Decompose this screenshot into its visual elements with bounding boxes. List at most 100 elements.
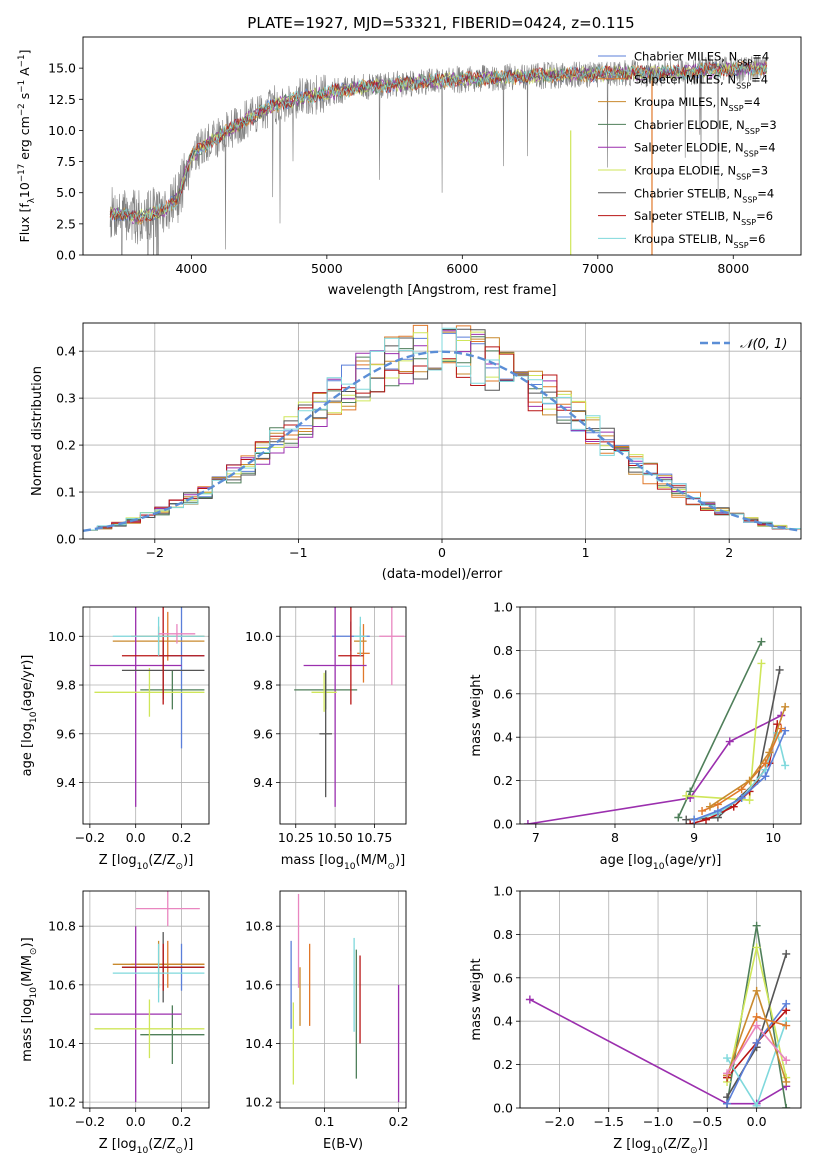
plot-area [294, 607, 405, 807]
axes-frame [82, 322, 802, 540]
x-tick-label: 0.2 [172, 830, 192, 845]
y-tick-label: 10.2 [48, 1095, 76, 1110]
chart-massweight-vs-Z: −2.0 −1.5 −1.0 −0.5 0.0 0.0 0.2 0.4 0.6 0.8 1.0 Z [… [469, 884, 802, 1156]
y-tick-label: 9.8 [253, 678, 273, 693]
axes-frame [519, 890, 802, 1109]
plot-area [523, 637, 790, 824]
x-tick-label: 0.2 [389, 1114, 409, 1129]
mass-weight-point [782, 1077, 791, 1086]
mass-weight-point [723, 1054, 732, 1063]
mass-weight-point [745, 776, 754, 785]
y-axis-label: mass [log10(M/M⊙)] [20, 937, 39, 1061]
legend-entry: Salpeter MILES, NSSP=4 [634, 72, 768, 90]
legend-entry: Kroupa MILES, NSSP=4 [634, 95, 760, 113]
x-axis-label: age [log10(age/yr)] [600, 853, 722, 872]
mass-weight-point [757, 637, 766, 646]
x-tick-label: 1 [582, 545, 590, 560]
y-tick-label: 9.4 [56, 775, 76, 790]
y-tick-label: 0.1 [56, 485, 76, 500]
y-tick-label: 10.0 [245, 629, 273, 644]
mass-weight-line [529, 998, 787, 1105]
mass-weight-point [737, 793, 746, 802]
x-tick-label: −2.0 [544, 1114, 574, 1129]
y-tick-label: 0.8 [493, 927, 513, 942]
y-tick-label: 10.0 [48, 123, 76, 138]
chart-residuals: −2 −1 0 1 2 0.0 0.1 0.2 0.3 0.4 𝒩(0, 1) (data-model… [30, 322, 802, 582]
x-tick-label: 0.2 [172, 1114, 192, 1129]
mass-weight-point [782, 1021, 791, 1030]
x-tick-label: 0.0 [747, 1114, 767, 1129]
y-tick-label: 10.2 [245, 1095, 273, 1110]
axes-frame [519, 606, 802, 825]
x-tick-label: 10 [765, 830, 781, 845]
x-tick-label: 7 [532, 830, 540, 845]
mass-weight-point [686, 787, 695, 796]
y-tick-label: 0.6 [493, 686, 513, 701]
mass-weight-point [782, 1104, 791, 1108]
chart-age-vs-Z: −0.2 0.0 0.2 9.4 9.6 9.8 10.0 Z [log10(Z/Z⊙)] ag… [20, 606, 210, 872]
plot-area [525, 921, 791, 1108]
mass-weight-point [752, 1021, 761, 1030]
y-tick-label: 10.8 [245, 919, 273, 934]
y-tick-label: 0.0 [56, 532, 76, 547]
mass-weight-point [686, 820, 695, 824]
axes-frame [82, 36, 802, 256]
x-tick-label: 8 [611, 830, 619, 845]
x-tick-label: −2 [146, 545, 164, 560]
legend-entry: 𝒩(0, 1) [740, 337, 787, 352]
mass-weight-point [690, 815, 699, 824]
mass-weight-point [674, 813, 683, 822]
x-tick-label: 0 [438, 545, 446, 560]
x-axis-label: mass [log10(M/M⊙)] [281, 853, 405, 872]
plot-area [83, 324, 801, 539]
x-tick-label: −0.2 [75, 1114, 105, 1129]
y-tick-label: 9.4 [253, 775, 273, 790]
mass-weight-point [757, 659, 766, 668]
figure-title: PLATE=1927, MJD=53321, FIBERID=0424, z=0… [247, 14, 634, 32]
mass-weight-point [523, 820, 532, 824]
y-tick-label: 0.4 [56, 344, 76, 359]
mass-weight-point [752, 1012, 761, 1021]
x-tick-label: 2 [725, 545, 733, 560]
mass-weight-point [777, 724, 786, 733]
legend-entry: Chabrier MILES, NSSP=4 [634, 50, 769, 68]
x-tick-label: −1.5 [594, 1114, 624, 1129]
x-axis-label: E(B-V) [323, 1137, 363, 1152]
x-tick-label: 0.1 [315, 1114, 335, 1129]
mass-weight-point [781, 702, 790, 711]
legend-entry: Chabrier STELIB, NSSP=4 [634, 186, 774, 204]
y-axis-label: Normed distribution [30, 366, 45, 496]
x-tick-label: 0.0 [126, 1114, 146, 1129]
y-tick-label: 10.6 [245, 977, 273, 992]
spectrum-model-line [109, 62, 768, 222]
y-tick-label: 2.5 [56, 216, 76, 231]
axes-frame [279, 890, 407, 1109]
mass-weight-point [729, 802, 738, 811]
mass-weight-point [752, 943, 761, 952]
y-tick-label: 10.8 [48, 919, 76, 934]
plot-area [89, 607, 205, 807]
mass-weight-line [686, 669, 781, 821]
mass-weight-line [709, 706, 786, 808]
mass-weight-point [782, 999, 791, 1008]
mass-weight-point [752, 986, 761, 995]
y-tick-label: 1.0 [493, 600, 513, 615]
x-axis-label: Z [log10(Z/Z⊙)] [613, 1137, 708, 1156]
y-axis-label: Flux [fλ10−17 erg cm−2 s−1 A−1] [17, 50, 37, 243]
x-tick-label: 4000 [175, 261, 207, 276]
x-tick-label: 10.50 [317, 830, 353, 845]
y-tick-label: 12.5 [48, 92, 76, 107]
mass-weight-point [682, 815, 691, 824]
mass-weight-point [752, 1101, 761, 1108]
y-tick-label: 9.6 [56, 726, 76, 741]
y-tick-label: 0.6 [493, 970, 513, 985]
y-tick-label: 0.0 [493, 817, 513, 832]
y-tick-label: 0.2 [493, 773, 513, 788]
mass-weight-point [745, 796, 754, 805]
plot-area [89, 891, 205, 1103]
legend-entry: Kroupa STELIB, NSSP=6 [634, 232, 765, 250]
y-tick-label: 9.6 [253, 726, 273, 741]
x-tick-label: −1.0 [643, 1114, 673, 1129]
y-tick-label: 0.0 [56, 248, 76, 263]
